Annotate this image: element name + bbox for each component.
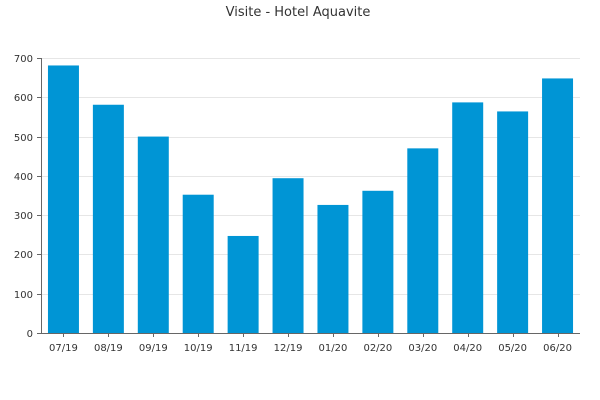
x-tick-label: 07/19 — [49, 343, 78, 354]
y-tick-label: 700 — [14, 54, 33, 65]
y-tick-label: 600 — [14, 93, 33, 104]
axes — [37, 58, 580, 337]
y-tick-label: 100 — [14, 290, 33, 301]
bar-09-19 — [137, 136, 169, 333]
x-tick-label: 06/20 — [543, 343, 572, 354]
bar-03-20 — [407, 148, 439, 333]
bar-11-19 — [227, 235, 259, 333]
x-tick-label: 09/19 — [139, 343, 168, 354]
x-tick-label: 12/19 — [274, 343, 303, 354]
y-tick-labels: 0 100 200 300 400 500 600 700 — [14, 54, 33, 340]
x-tick-label: 02/20 — [363, 343, 392, 354]
gridlines — [41, 58, 580, 295]
y-tick-label: 300 — [14, 211, 33, 222]
bar-01-20 — [317, 204, 349, 333]
x-tick-label: 08/19 — [94, 343, 123, 354]
x-tick-label: 10/19 — [184, 343, 213, 354]
bar-12-19 — [272, 178, 304, 333]
bar-10-19 — [182, 194, 214, 333]
bars — [47, 65, 574, 334]
y-tick-label: 200 — [14, 250, 33, 261]
bar-05-20 — [497, 111, 529, 334]
bar-07-19 — [47, 65, 79, 334]
bar-08-19 — [92, 104, 124, 333]
x-tick-label: 11/19 — [229, 343, 258, 354]
y-tick-label: 400 — [14, 172, 33, 183]
y-tick-label: 0 — [27, 329, 33, 340]
x-tick-label: 05/20 — [498, 343, 527, 354]
x-tick-labels: 07/19 08/19 09/19 10/19 11/19 12/19 01/20 02/20… — [49, 343, 572, 354]
bar-06-20 — [542, 78, 574, 334]
chart-title: Visite - Hotel Aquavite — [226, 5, 371, 20]
x-tick-label: 01/20 — [319, 343, 348, 354]
x-tick-label: 03/20 — [408, 343, 437, 354]
y-tick-label: 500 — [14, 133, 33, 144]
bar-04-20 — [452, 102, 484, 333]
bar-02-20 — [362, 190, 394, 333]
x-tick-label: 04/20 — [453, 343, 482, 354]
